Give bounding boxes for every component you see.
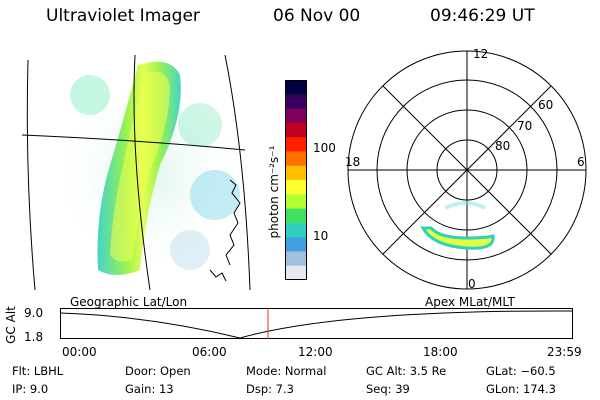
colorbar-segment <box>285 165 307 181</box>
dsp-info: Dsp: 7.3 <box>246 382 294 396</box>
ip-info: IP: 9.0 <box>12 382 49 396</box>
colorbar-tick-100: 100 <box>313 141 336 155</box>
door-info: Door: Open <box>125 364 191 378</box>
longitude-line <box>133 55 151 290</box>
coastline <box>209 269 227 282</box>
colorbar-segment <box>285 137 307 152</box>
colorbar-label: photon cm⁻²s⁻¹ <box>267 145 281 239</box>
colorbar-segment <box>285 251 307 267</box>
colorbar-segment <box>285 208 307 224</box>
right-plot-title: Apex MLat/MLT <box>425 295 515 309</box>
colorbar-segment <box>285 180 307 195</box>
plot-frame <box>60 308 573 339</box>
time-label: 09:46:29 UT <box>430 6 535 26</box>
mlt-label-6: 6 <box>577 155 585 169</box>
colorbar-segment <box>285 194 307 210</box>
latitude-line <box>21 134 246 151</box>
geographic-image <box>21 55 255 290</box>
coastline <box>225 179 241 266</box>
colorbar-frame <box>285 80 307 280</box>
x-tick-1200: 12:00 <box>298 345 333 359</box>
colorbar-segment <box>285 80 307 95</box>
glat-info: GLat: −60.5 <box>486 364 556 378</box>
colorbar-segment <box>285 94 307 110</box>
mlt-label-18: 18 <box>345 155 360 169</box>
auroral-band-core <box>110 71 170 262</box>
colorbar-tick-10: 10 <box>313 229 329 243</box>
x-tick-1800: 18:00 <box>423 345 458 359</box>
colorbar-segment <box>285 237 307 252</box>
colorbar-segment <box>285 122 307 138</box>
lat-label-80: 80 <box>495 139 510 153</box>
seq-info: Seq: 39 <box>366 382 410 396</box>
longitude-line <box>26 59 36 290</box>
altitude-plot <box>60 308 573 339</box>
polar-axis <box>382 85 552 255</box>
colorbar-segment <box>285 108 307 124</box>
glon-info: GLon: 174.3 <box>486 382 556 396</box>
colorbar <box>285 80 307 280</box>
y-tick-1.8: 1.8 <box>24 330 44 344</box>
x-tick-0600: 06:00 <box>192 345 227 359</box>
polar-plot: 12 18 6 0 60 70 80 <box>345 48 587 291</box>
x-tick-2359: 23:59 <box>547 345 582 359</box>
mlt-label-12: 12 <box>473 48 488 61</box>
y-tick-9: 9.0 <box>24 306 44 320</box>
x-tick-0000: 00:00 <box>62 345 97 359</box>
aurora-oval <box>420 226 495 250</box>
gain-info: Gain: 13 <box>125 382 174 396</box>
longitude-line <box>224 55 251 290</box>
date-label: 06 Nov 00 <box>273 6 361 26</box>
gcalt-info: GC Alt: 3.5 Re <box>366 364 447 378</box>
altitude-curve <box>60 310 573 339</box>
flt-info: Flt: LBHL <box>12 364 64 378</box>
lat-label-70: 70 <box>517 119 532 133</box>
colorbar-segment <box>285 222 307 238</box>
instrument-title: Ultraviolet Imager <box>46 6 200 26</box>
colorbar-segment <box>285 265 307 280</box>
left-plot-title: Geographic Lat/Lon <box>70 295 188 309</box>
mode-info: Mode: Normal <box>246 364 327 378</box>
lat-label-60: 60 <box>538 98 553 112</box>
axis-label-gcalt: GC Alt <box>3 306 18 344</box>
mlt-label-0: 0 <box>468 277 476 291</box>
colorbar-segment <box>285 151 307 167</box>
